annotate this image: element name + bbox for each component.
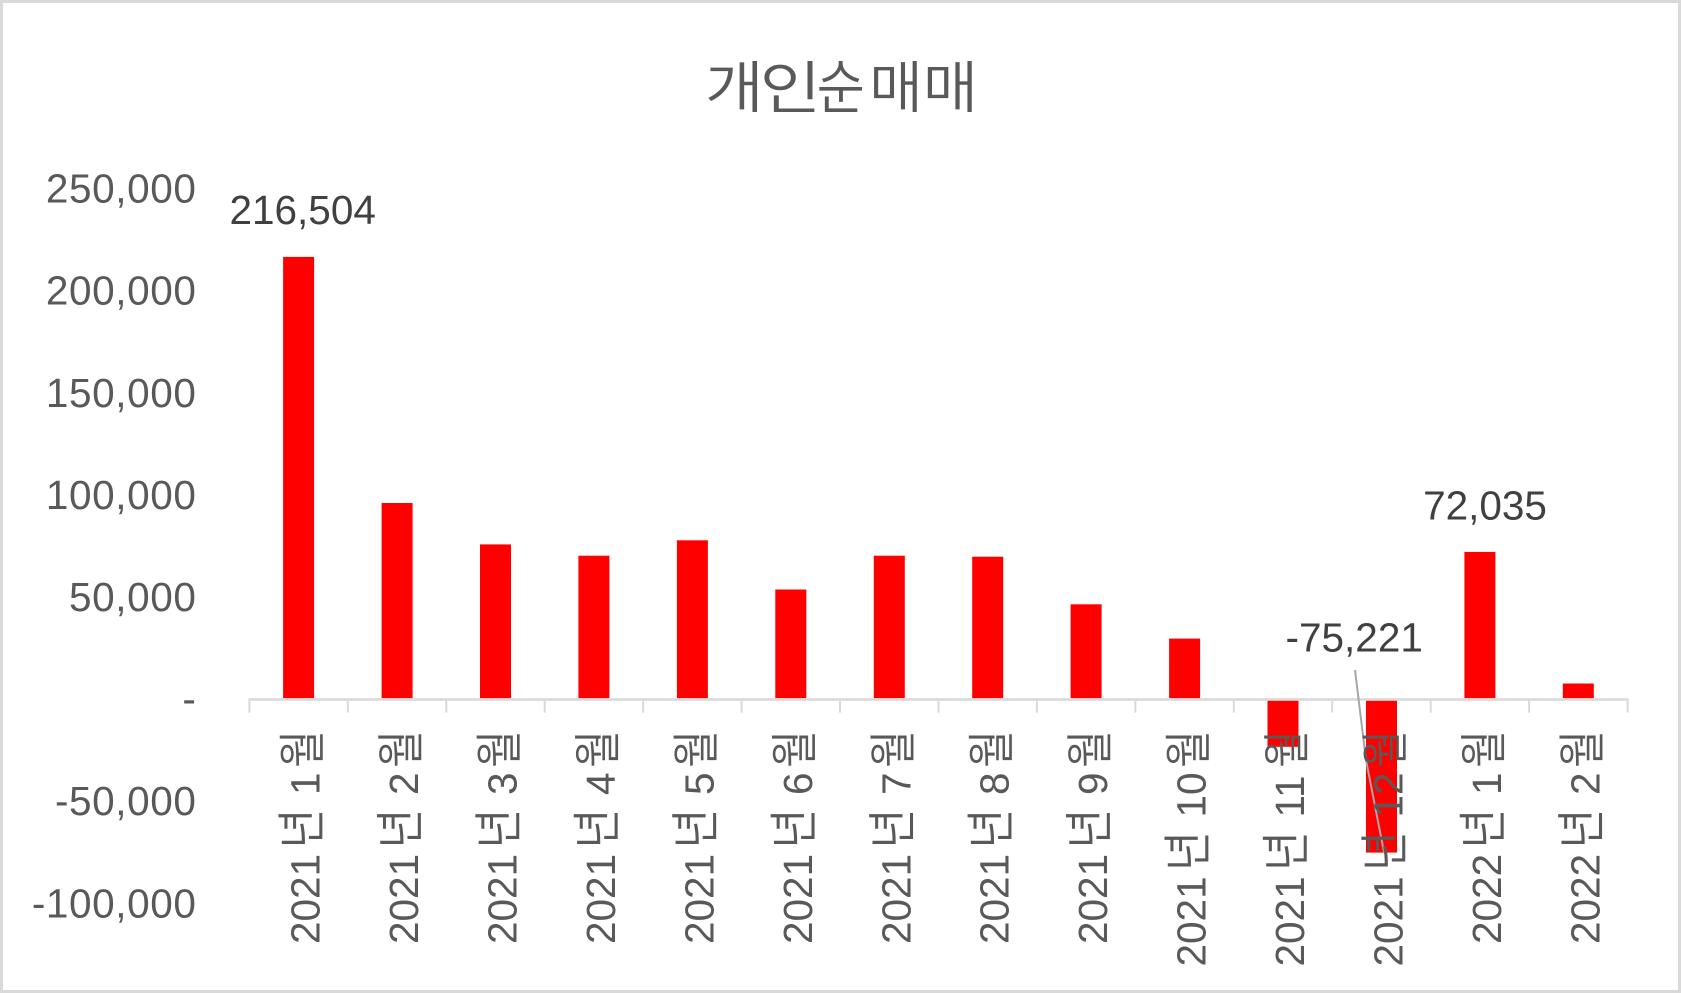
svg-text:2021: 2021 (775, 854, 821, 944)
svg-text:2021: 2021 (873, 854, 919, 944)
svg-text:200,000: 200,000 (46, 268, 197, 314)
svg-text:-: - (182, 676, 196, 722)
svg-text:9: 9 (1070, 772, 1116, 795)
svg-text:1: 1 (1464, 772, 1510, 795)
svg-text:2: 2 (381, 772, 427, 795)
svg-text:7: 7 (873, 772, 919, 795)
svg-text:5: 5 (676, 772, 722, 795)
svg-text:2021: 2021 (972, 854, 1018, 944)
svg-text:2021: 2021 (381, 854, 427, 944)
svg-text:2022: 2022 (1464, 854, 1510, 944)
svg-text:2021: 2021 (578, 854, 624, 944)
svg-text:100,000: 100,000 (46, 472, 197, 518)
svg-text:8: 8 (972, 772, 1018, 795)
svg-text:2: 2 (1562, 772, 1608, 795)
svg-text:-75,221: -75,221 (1286, 615, 1423, 661)
svg-text:72,035: 72,035 (1423, 483, 1547, 529)
svg-text:10: 10 (1169, 772, 1215, 817)
svg-text:3: 3 (480, 772, 526, 795)
svg-text:12: 12 (1366, 772, 1412, 817)
svg-text:250,000: 250,000 (46, 166, 197, 212)
svg-text:50,000: 50,000 (69, 574, 196, 620)
svg-text:-50,000: -50,000 (55, 778, 197, 824)
svg-text:2021: 2021 (1366, 876, 1412, 966)
svg-text:216,504: 216,504 (229, 187, 375, 233)
svg-text:150,000: 150,000 (46, 370, 197, 416)
svg-text:11: 11 (1267, 775, 1313, 817)
svg-text:2021: 2021 (283, 854, 329, 944)
svg-text:2021: 2021 (1169, 876, 1215, 966)
svg-text:1: 1 (283, 772, 329, 795)
svg-text:2021: 2021 (676, 854, 722, 944)
svg-text:2021: 2021 (480, 854, 526, 944)
svg-text:2022: 2022 (1562, 854, 1608, 944)
svg-text:6: 6 (775, 772, 821, 795)
svg-text:2021: 2021 (1070, 854, 1116, 944)
svg-text:2021: 2021 (1267, 876, 1313, 966)
svg-text:-100,000: -100,000 (32, 880, 197, 926)
svg-text:4: 4 (578, 772, 624, 795)
